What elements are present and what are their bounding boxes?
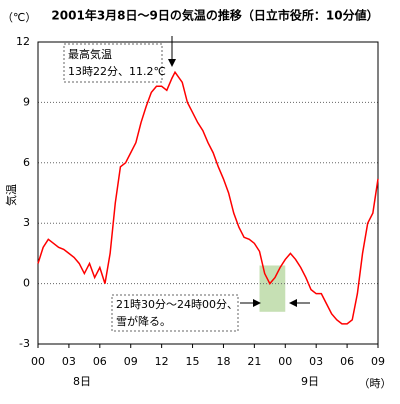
x-tick-label: 06: [93, 355, 107, 368]
x-unit: （時）: [359, 377, 392, 390]
y-label: 気温: [4, 184, 18, 206]
annotation: 13時22分、11.2℃: [68, 65, 166, 78]
y-unit: （℃）: [2, 11, 36, 24]
shade: [259, 265, 286, 312]
x-tick-label: 15: [186, 355, 200, 368]
y-tick-label: 12: [16, 35, 30, 48]
x-tick-label: 09: [124, 355, 138, 368]
annotation: 雪が降る。: [116, 314, 171, 328]
y-tick-label: 6: [23, 156, 30, 169]
annotation: 最高気温: [68, 47, 112, 61]
line: [37, 70, 379, 325]
chart-title: 2001年3月8日～9日の気温の推移（日立市役所：10分値）: [51, 8, 378, 23]
day-label: 9日: [301, 375, 319, 388]
x-tick-label: 12: [155, 355, 169, 368]
x-tick-label: 09: [371, 355, 385, 368]
y-tick-label: -3: [19, 337, 30, 350]
y-tick-label: 3: [23, 216, 30, 229]
annotation: 21時30分～24時00分、: [116, 298, 238, 311]
x-tick-label: 00: [278, 355, 292, 368]
x-tick-label: 03: [309, 355, 323, 368]
annotation-box: [111, 294, 239, 332]
annotation-box: [63, 43, 163, 83]
x-tick-label: 00: [31, 355, 45, 368]
x-tick-label: 06: [340, 355, 354, 368]
x-tick-label: 18: [216, 355, 230, 368]
y-tick-label: 9: [23, 95, 30, 108]
x-tick-label: 21: [247, 355, 261, 368]
day-label: 8日: [73, 375, 91, 388]
y-tick-label: 0: [23, 277, 30, 290]
plot-frame: [37, 41, 379, 345]
x-tick-label: 03: [62, 355, 76, 368]
